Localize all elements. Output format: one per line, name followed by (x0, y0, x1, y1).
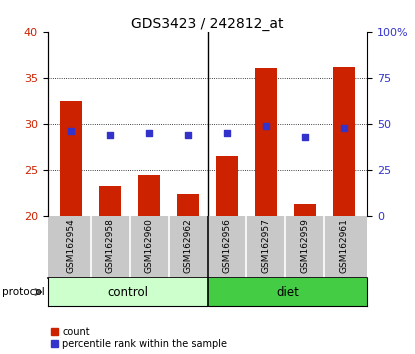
Point (263, 123, 269, 129)
Text: GSM162956: GSM162956 (222, 218, 232, 273)
Bar (61, 101, 82, 216)
Bar (255, 68, 277, 216)
Text: diet: diet (276, 286, 299, 298)
Text: GSM162954: GSM162954 (66, 218, 76, 273)
Bar (138, 175, 160, 216)
Point (146, 130, 152, 136)
Text: GSM162960: GSM162960 (144, 218, 154, 273)
Text: GSM162959: GSM162959 (300, 218, 310, 273)
Bar (99, 185, 121, 216)
Point (107, 132, 113, 138)
Point (302, 134, 308, 139)
Title: GDS3423 / 242812_at: GDS3423 / 242812_at (131, 17, 284, 31)
Text: protocol: protocol (2, 287, 45, 297)
Legend: count, percentile rank within the sample: count, percentile rank within the sample (51, 327, 227, 349)
Point (68, 129, 74, 134)
Bar (177, 194, 199, 216)
Point (224, 130, 230, 136)
Bar (294, 204, 316, 216)
Text: control: control (107, 286, 148, 298)
Bar (48, 278, 208, 306)
Text: GSM162962: GSM162962 (183, 218, 193, 273)
Point (341, 125, 347, 130)
Bar (216, 156, 238, 216)
Point (185, 132, 191, 138)
Bar (208, 278, 367, 306)
Bar (333, 67, 354, 216)
Text: GSM162957: GSM162957 (261, 218, 271, 273)
Text: GSM162961: GSM162961 (339, 218, 349, 273)
Text: GSM162958: GSM162958 (105, 218, 115, 273)
